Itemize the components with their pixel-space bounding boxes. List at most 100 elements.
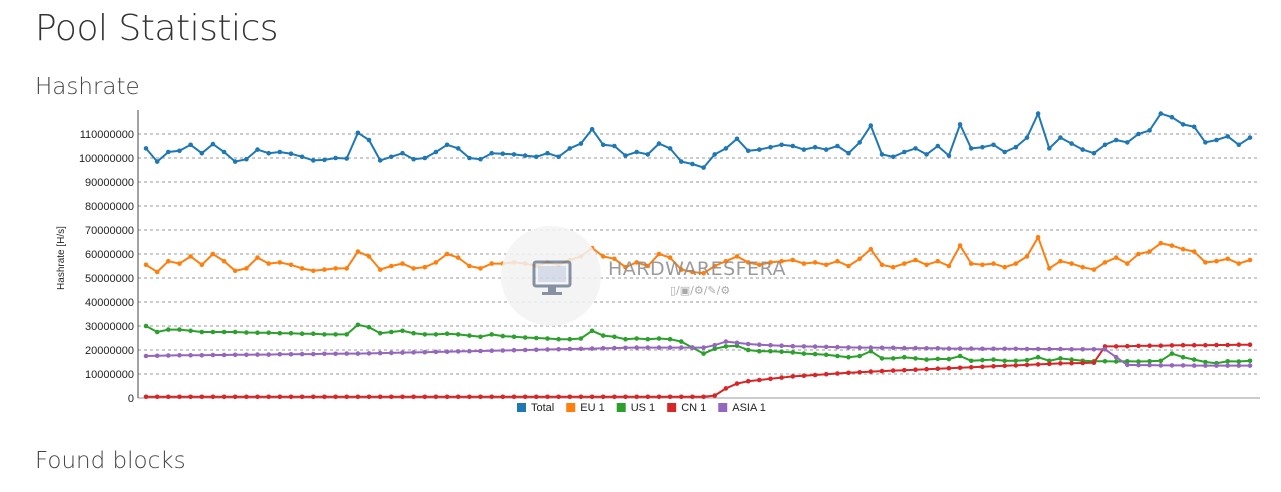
data-point (333, 332, 338, 337)
data-point (389, 154, 394, 160)
data-point (1035, 346, 1041, 352)
data-point (166, 353, 171, 358)
data-point (757, 377, 762, 383)
data-point (835, 353, 840, 359)
data-point (344, 266, 350, 271)
data-point (1214, 342, 1219, 348)
data-point (400, 328, 405, 334)
data-point (500, 348, 506, 353)
data-point (1203, 260, 1208, 265)
data-point (1247, 363, 1253, 368)
y-tick-label: 10000000 (85, 369, 134, 381)
data-point (377, 158, 383, 163)
data-point (868, 123, 874, 128)
data-point (366, 254, 372, 259)
data-point (556, 394, 561, 400)
legend-label: ASIA 1 (732, 402, 766, 414)
data-point (299, 394, 305, 400)
data-point (846, 263, 851, 269)
data-point (210, 251, 216, 257)
data-point (578, 394, 584, 400)
legend-item[interactable]: CN 1 (667, 402, 706, 414)
data-point (221, 329, 227, 335)
data-point (1069, 360, 1074, 366)
legend-item[interactable]: ASIA 1 (718, 402, 766, 414)
data-point (1147, 343, 1152, 349)
data-point (422, 264, 428, 270)
data-point (902, 261, 907, 266)
data-point (1125, 140, 1130, 145)
data-point (255, 255, 260, 260)
data-point (812, 344, 818, 349)
legend-item[interactable]: EU 1 (566, 402, 605, 414)
data-point (389, 350, 394, 356)
data-point (612, 394, 617, 400)
data-point (645, 152, 651, 157)
data-point (1147, 362, 1152, 368)
data-point (567, 336, 573, 342)
data-point (857, 140, 862, 145)
data-point (1247, 358, 1253, 364)
data-point (578, 336, 584, 341)
legend-item[interactable]: Total (517, 402, 554, 414)
data-point (913, 146, 918, 151)
data-point (1247, 135, 1253, 140)
legend-label: US 1 (631, 402, 655, 414)
data-point (288, 394, 294, 400)
data-point (879, 356, 885, 361)
data-point (255, 147, 260, 152)
data-point (522, 335, 528, 340)
data-point (1225, 134, 1230, 139)
data-point (779, 349, 784, 355)
data-point (623, 345, 628, 351)
data-point (589, 126, 595, 132)
data-point (1091, 347, 1097, 352)
legend-item[interactable]: US 1 (616, 402, 655, 414)
series-cn-1 (143, 342, 1253, 400)
data-point (768, 144, 773, 150)
data-point (879, 368, 885, 374)
data-point (433, 260, 439, 265)
data-point (444, 349, 450, 355)
data-point (467, 333, 472, 338)
data-point (1147, 359, 1152, 364)
data-point (801, 344, 807, 349)
data-point (288, 352, 294, 357)
data-point (768, 376, 773, 382)
data-point (177, 261, 182, 266)
data-point (210, 141, 216, 147)
data-point (1113, 255, 1119, 260)
data-point (1113, 137, 1119, 143)
data-point (411, 350, 416, 355)
data-point (478, 334, 483, 340)
data-point (1191, 342, 1197, 348)
data-point (1113, 354, 1119, 360)
data-point (757, 342, 762, 348)
data-point (1158, 343, 1164, 349)
data-point (500, 333, 506, 339)
data-point (322, 394, 327, 400)
data-point (623, 394, 628, 400)
data-point (545, 347, 550, 352)
data-point (1203, 342, 1208, 348)
series-line (145, 234, 1251, 275)
data-point (522, 394, 528, 400)
data-point (433, 349, 439, 355)
series-line (145, 323, 1251, 365)
data-point (1091, 267, 1097, 272)
data-point (634, 149, 639, 155)
data-point (1035, 234, 1041, 240)
data-point (232, 159, 238, 164)
data-point (924, 357, 929, 362)
data-point (980, 346, 985, 352)
data-point (199, 150, 205, 156)
data-point (745, 148, 751, 154)
data-point (489, 394, 495, 400)
data-point (389, 329, 394, 335)
data-point (389, 394, 394, 400)
data-point (232, 329, 238, 335)
data-point (734, 254, 740, 259)
data-point (946, 153, 952, 158)
data-point (500, 394, 506, 400)
data-point (1080, 147, 1085, 152)
